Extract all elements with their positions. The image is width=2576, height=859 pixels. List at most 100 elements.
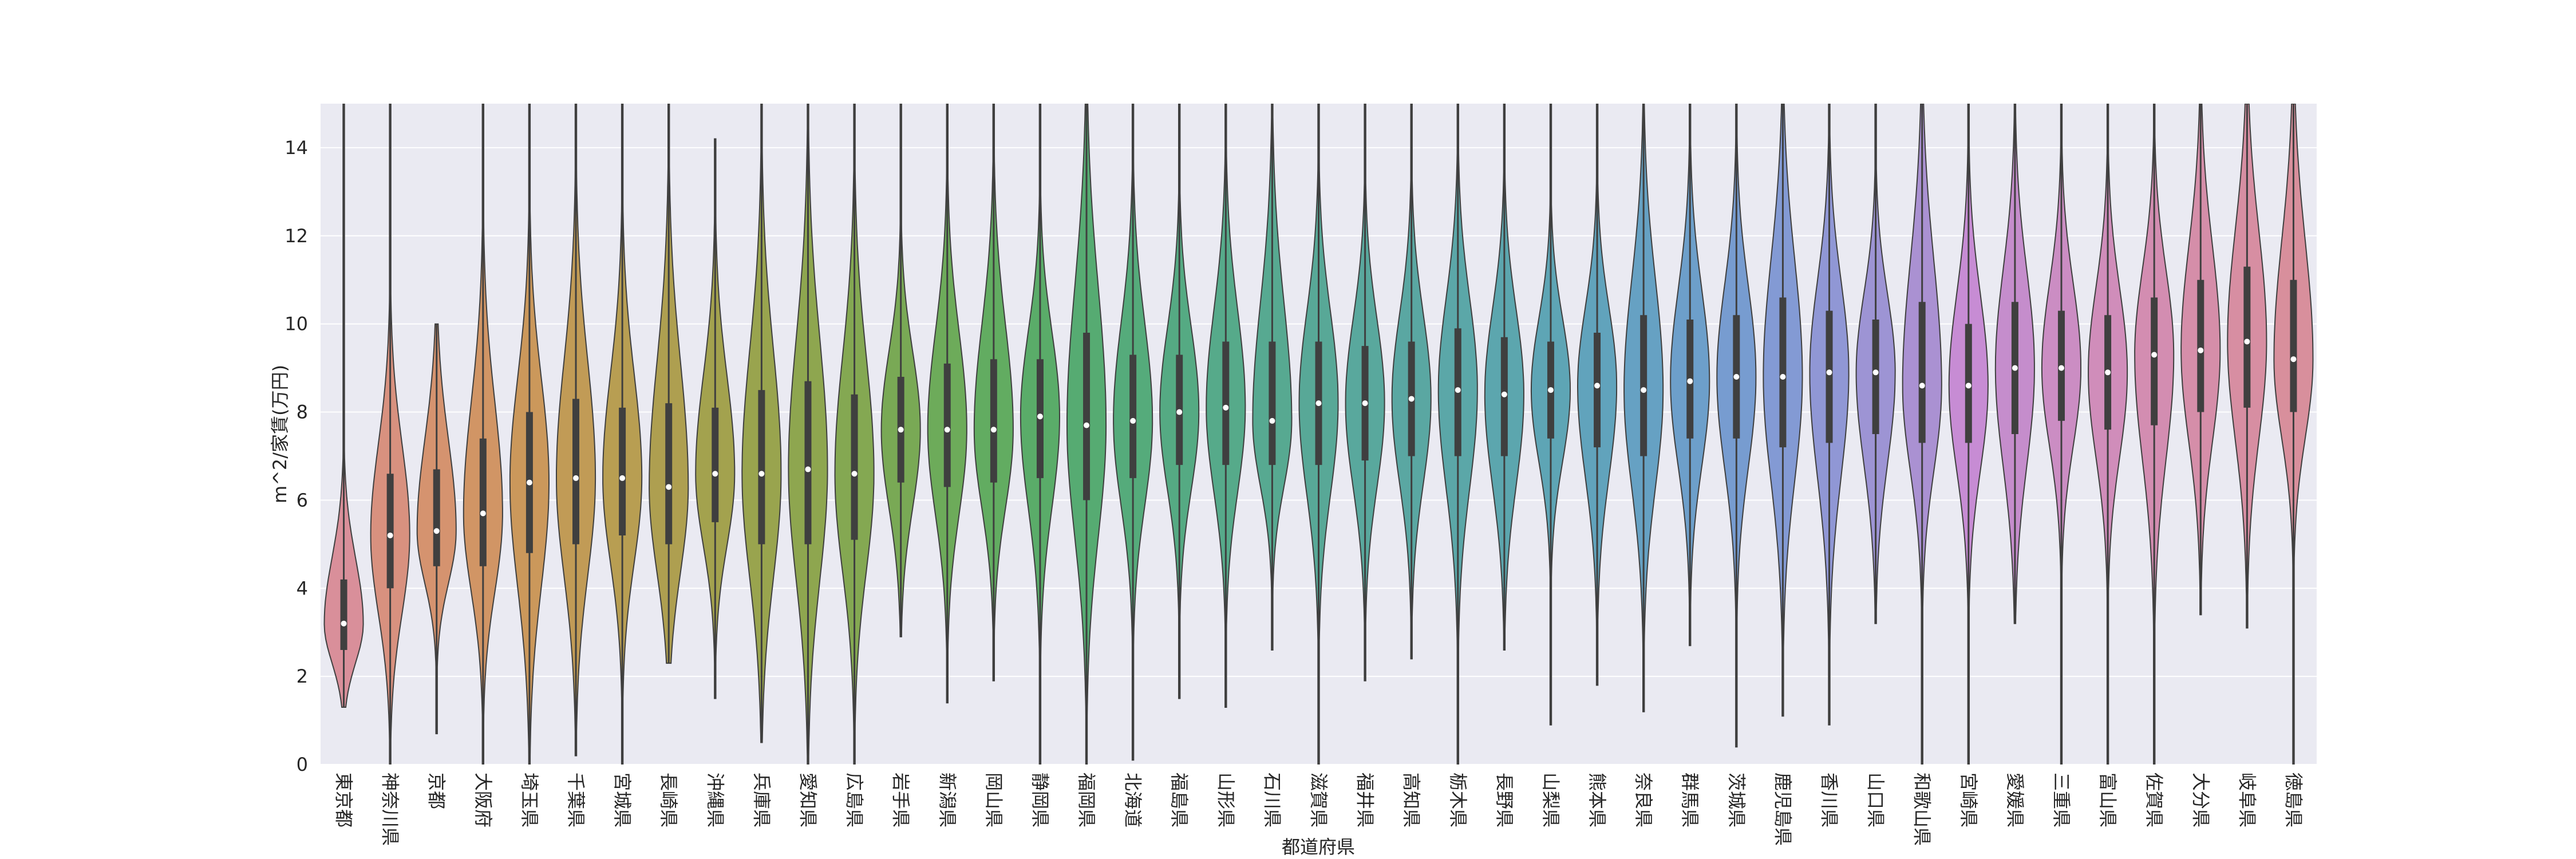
x-tick-label: 福井県 [1354,773,1376,828]
median-dot [712,471,718,477]
x-tick-label: 千葉県 [565,773,587,828]
median-dot [1408,396,1415,402]
x-tick-label: 栃木県 [1447,773,1469,828]
x-tick-label: 徳島県 [2282,773,2304,828]
median-dot [2105,369,2111,376]
median-dot [2244,338,2250,345]
x-tick-label: 宮崎県 [1958,773,1980,828]
x-tick-label: 滋賀県 [1308,773,1330,828]
x-tick-label: 鹿児島県 [1772,773,1793,846]
median-dot [433,528,440,534]
x-tick-label: 福島県 [1168,773,1190,828]
median-dot [1315,400,1322,407]
median-dot [2198,347,2204,353]
y-tick-label: 12 [285,225,308,247]
x-tick-label: 石川県 [1261,773,1283,828]
y-axis-label: m^2/家賃(万円) [269,365,291,503]
median-dot [1130,417,1136,424]
median-dot [526,479,532,486]
median-dot [387,532,393,538]
median-dot [1223,404,1229,411]
x-tick-label: 大分県 [2190,773,2211,828]
x-tick-label: 東京都 [333,773,355,828]
x-tick-label: 神奈川県 [380,773,401,846]
x-tick-label: 大阪府 [472,773,494,828]
x-tick-label: 岐阜県 [2236,773,2258,828]
median-dot [758,471,765,477]
y-tick-label: 4 [297,577,308,599]
median-dot [1641,387,1647,393]
x-tick-label: 佐賀県 [2143,773,2165,828]
median-dot [1919,383,1925,389]
median-dot [1269,417,1275,424]
x-tick-label: 山梨県 [1540,773,1562,828]
y-tick-label: 8 [297,401,308,423]
median-dot [944,427,950,433]
y-tick-label: 0 [297,754,308,775]
x-tick-label: 富山県 [2097,773,2119,828]
median-dot [1594,383,1601,389]
x-tick-label: 宮城県 [611,773,633,828]
median-dot [2290,356,2297,362]
x-tick-label: 熊本県 [1586,773,1608,828]
x-tick-label: 茨城県 [1725,773,1747,828]
median-dot [2058,365,2064,371]
x-tick-label: 和歌山県 [1911,773,1933,846]
x-tick-label: 奈良県 [1633,773,1654,828]
y-tick-label: 14 [285,137,308,159]
x-tick-label: 高知県 [1401,773,1423,828]
median-dot [1084,422,1090,428]
median-dot [1780,373,1786,380]
x-tick-label: 新潟県 [937,773,958,828]
y-tick-label: 2 [297,665,308,687]
median-dot [1872,369,1879,376]
x-tick-label: 兵庫県 [750,773,772,828]
x-tick-label: 香川県 [1819,773,1840,828]
x-tick-label: 岩手県 [890,773,912,828]
median-dot [1965,383,1971,389]
x-tick-label: 長崎県 [658,773,679,828]
x-tick-label: 山口県 [1865,773,1887,828]
median-dot [990,427,997,433]
x-tick-label: 埼玉県 [519,773,540,828]
x-tick-label: 沖縄県 [704,773,726,828]
median-dot [1687,378,1693,384]
x-tick-label: 三重県 [2050,773,2072,828]
x-tick-label: 山形県 [1215,773,1236,828]
median-dot [898,427,904,433]
x-axis-label: 都道府県 [1282,836,1355,858]
median-dot [1037,413,1043,420]
x-tick-label: 静岡県 [1029,773,1051,828]
median-dot [619,475,626,481]
median-dot [1176,409,1183,415]
median-dot [1362,400,1368,407]
x-tick-label: 北海道 [1122,773,1144,828]
median-dot [666,484,672,490]
x-tick-label: 愛知県 [797,773,819,828]
labels: 0 2 4 6 8 10 12 14 東京都 神奈川県 京都 大阪府 埼玉県 千葉県 宮城県 長崎県 沖縄県 兵庫… [285,137,2304,846]
x-tick-label: 広島県 [844,773,866,828]
x-tick-label: 京都 [426,773,448,809]
x-tick-label: 福岡県 [1076,773,1097,828]
y-tick-label: 6 [297,489,308,511]
median-dot [851,471,858,477]
median-dot [1733,373,1740,380]
median-dot [341,620,347,626]
x-tick-label: 岡山県 [983,773,1005,828]
violins [323,104,2314,765]
median-dot [480,510,486,517]
median-dot [1455,387,1461,393]
y-tick-label: 10 [285,313,308,335]
x-tick-label: 愛媛県 [2004,773,2026,828]
median-dot [2151,352,2158,358]
median-dot [805,466,811,472]
median-dot [1826,369,1832,376]
median-dot [1547,387,1554,393]
x-tick-label: 長野県 [1494,773,1515,828]
median-dot [2012,365,2018,371]
x-tick-label: 群馬県 [1679,773,1701,828]
median-dot [1501,391,1507,397]
median-dot [573,475,579,481]
